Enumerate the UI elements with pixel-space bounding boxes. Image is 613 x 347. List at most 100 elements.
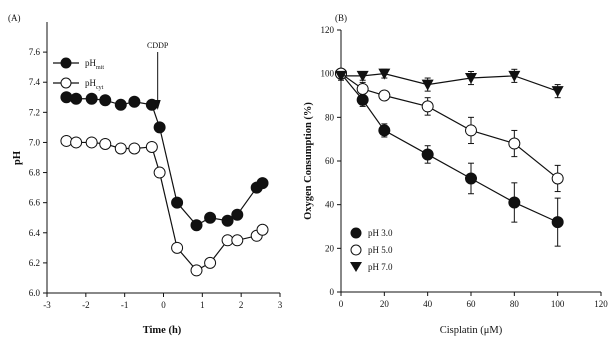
panel-a-series-0-point — [190, 219, 203, 232]
panel-b-series-0-point — [378, 124, 391, 137]
panel-a-series — [60, 91, 269, 277]
legend-marker-ph-5 — [350, 244, 362, 256]
legend-marker-ph-3 — [350, 227, 362, 239]
legend-label-ph-cyt: pHcyt — [85, 78, 104, 91]
panel-b-series-0-point — [465, 172, 477, 185]
cddp-arrow-head — [154, 100, 161, 110]
panel-a-x-tick-label: 1 — [200, 300, 205, 310]
panel-a-ticks: -3 -2 -1 0 1 2 3 6.0 6.2 6.4 6.6 6.8 7.0 7.2 7.4 7.6 — [29, 47, 283, 310]
panel-a-series-1-point — [114, 142, 127, 155]
panel-b-series-2-point — [356, 70, 369, 82]
panel-b-x-tick-label: 100 — [551, 299, 565, 309]
panel-a-series-0-line — [66, 96, 263, 227]
panel-b-chart: (B) 0 20 40 60 80 100 120 0 20 40 60 80 100 120 pH 3.… — [303, 13, 608, 336]
panel-a-y-tick-label: 7.0 — [29, 137, 41, 147]
panel-b-series-2-point — [378, 68, 391, 80]
panel-a-y-tick-label: 7.2 — [29, 107, 40, 117]
panel-b-series-2-point — [335, 70, 347, 82]
panel-b-series-2-line — [341, 73, 558, 92]
panel-b-series-0-point — [421, 148, 434, 161]
panel-a-series-0-point — [256, 177, 269, 190]
panel-b-series-0-point — [551, 216, 564, 229]
legend-label-ph-mit-main: pH — [85, 58, 97, 68]
panel-a-series-0-point — [85, 92, 98, 105]
panel-a-series-1-point — [231, 234, 244, 247]
panel-b-x-tick-label: 20 — [380, 299, 390, 309]
panel-a-series-1-point — [190, 264, 203, 277]
legend-label-ph-3: pH 3.0 — [368, 228, 393, 238]
panel-a-series-1-point — [145, 140, 158, 153]
panel-a-x-tick-label: 3 — [278, 300, 283, 310]
panel-b-series-2-point — [551, 86, 564, 98]
legend-label-ph-mit: pHmit — [85, 58, 104, 71]
panel-b-y-tick-label: 0 — [330, 287, 335, 297]
legend-label-ph-cyt-main: pH — [85, 78, 97, 88]
panel-a-series-1-point — [171, 241, 184, 254]
panel-b-series-1-point — [378, 89, 391, 102]
panel-b-x-axis-title: Cisplatin (μM) — [440, 325, 503, 336]
panel-a-y-tick-label: 6.6 — [29, 198, 41, 208]
panel-a-legend: pHmit pHcyt — [53, 57, 104, 91]
panel-a-y-tick-label: 6.0 — [29, 288, 41, 298]
panel-a-series-0-point — [99, 94, 112, 107]
panel-b-x-tick-label: 40 — [423, 299, 433, 309]
legend-label-ph-7: pH 7.0 — [368, 262, 393, 272]
panel-a-series-1-line — [66, 140, 263, 272]
legend-marker-ph-7 — [350, 262, 362, 272]
cddp-annotation: CDDP — [147, 41, 169, 50]
panel-b-y-tick-label: 40 — [325, 200, 335, 210]
panel-a-series-0-point — [128, 95, 141, 108]
panel-b-series-0-point — [356, 93, 369, 106]
panel-b-series-0-point — [508, 196, 521, 209]
panel-a-series-1-point — [70, 136, 83, 149]
panel-b-label: (B) — [335, 13, 347, 23]
panel-a-y-tick-label: 7.4 — [29, 77, 41, 87]
legend-label-ph-5: pH 5.0 — [368, 245, 393, 255]
panel-b-x-tick-label: 80 — [510, 299, 520, 309]
panel-b-series-1-point — [356, 82, 369, 95]
panel-a-series-1-point — [60, 134, 73, 147]
panel-a-x-tick-label: -1 — [121, 300, 129, 310]
panel-b-ticks: 0 20 40 60 80 100 120 0 20 40 60 80 100 120 — [321, 25, 609, 309]
panel-b-series-2-point — [465, 73, 477, 85]
panel-b-y-axis-title: Oxygen Consumption (%) — [303, 102, 314, 220]
panel-a-y-axis-title: pH — [12, 151, 23, 165]
panel-a-x-tick-label: 0 — [161, 300, 166, 310]
panel-b-series — [335, 67, 564, 247]
panel-b-x-tick-label: 60 — [467, 299, 477, 309]
panel-b-y-tick-label: 20 — [325, 243, 335, 253]
panel-b-series-2-point — [421, 79, 434, 91]
legend-label-ph-cyt-sub: cyt — [96, 85, 104, 91]
panel-a-x-tick-label: -3 — [43, 300, 51, 310]
panel-a-x-tick-label: 2 — [239, 300, 244, 310]
panel-b-series-1-point — [421, 100, 434, 113]
panel-b-series-0-line — [340, 73, 558, 223]
panel-b-y-tick-label: 60 — [325, 156, 335, 166]
panel-a-x-axis-title: Time (h) — [143, 325, 182, 336]
panel-b-y-tick-label: 100 — [321, 69, 335, 79]
panel-a-series-0-point — [60, 91, 73, 104]
panel-a-series-1-point — [85, 136, 98, 149]
panel-b-series-2-point — [508, 70, 521, 82]
panel-a-series-0-point — [231, 208, 244, 221]
legend-marker-ph-cyt — [60, 77, 72, 89]
panel-a-label: (A) — [8, 13, 21, 23]
panel-b-series-1-point — [551, 172, 564, 185]
panel-a-series-1-point — [128, 142, 141, 155]
panel-a-series-1-point — [256, 223, 269, 236]
panel-a-series-1-point — [204, 256, 217, 269]
panel-a-series-0-point — [204, 211, 217, 224]
panel-b-legend: pH 3.0 pH 5.0 pH 7.0 — [350, 227, 393, 272]
legend-marker-ph-mit — [60, 57, 72, 69]
panel-b-y-tick-label: 80 — [325, 112, 335, 122]
panel-b-x-tick-label: 120 — [594, 299, 608, 309]
legend-label-ph-mit-sub: mit — [96, 65, 104, 71]
panel-b-series-1-point — [508, 137, 521, 150]
panel-a-x-tick-label: -2 — [82, 300, 90, 310]
panel-a-series-0-point — [70, 92, 83, 105]
panel-b-y-tick-label: 120 — [321, 25, 335, 35]
panel-a-y-tick-label: 6.8 — [29, 168, 41, 178]
panel-a-chart: (A) -3 -2 -1 0 1 2 3 6.0 6.2 6.4 6.6 6.8 7.0 7.2 7.4 7.… — [8, 13, 283, 336]
panel-a-y-tick-label: 6.2 — [29, 258, 40, 268]
